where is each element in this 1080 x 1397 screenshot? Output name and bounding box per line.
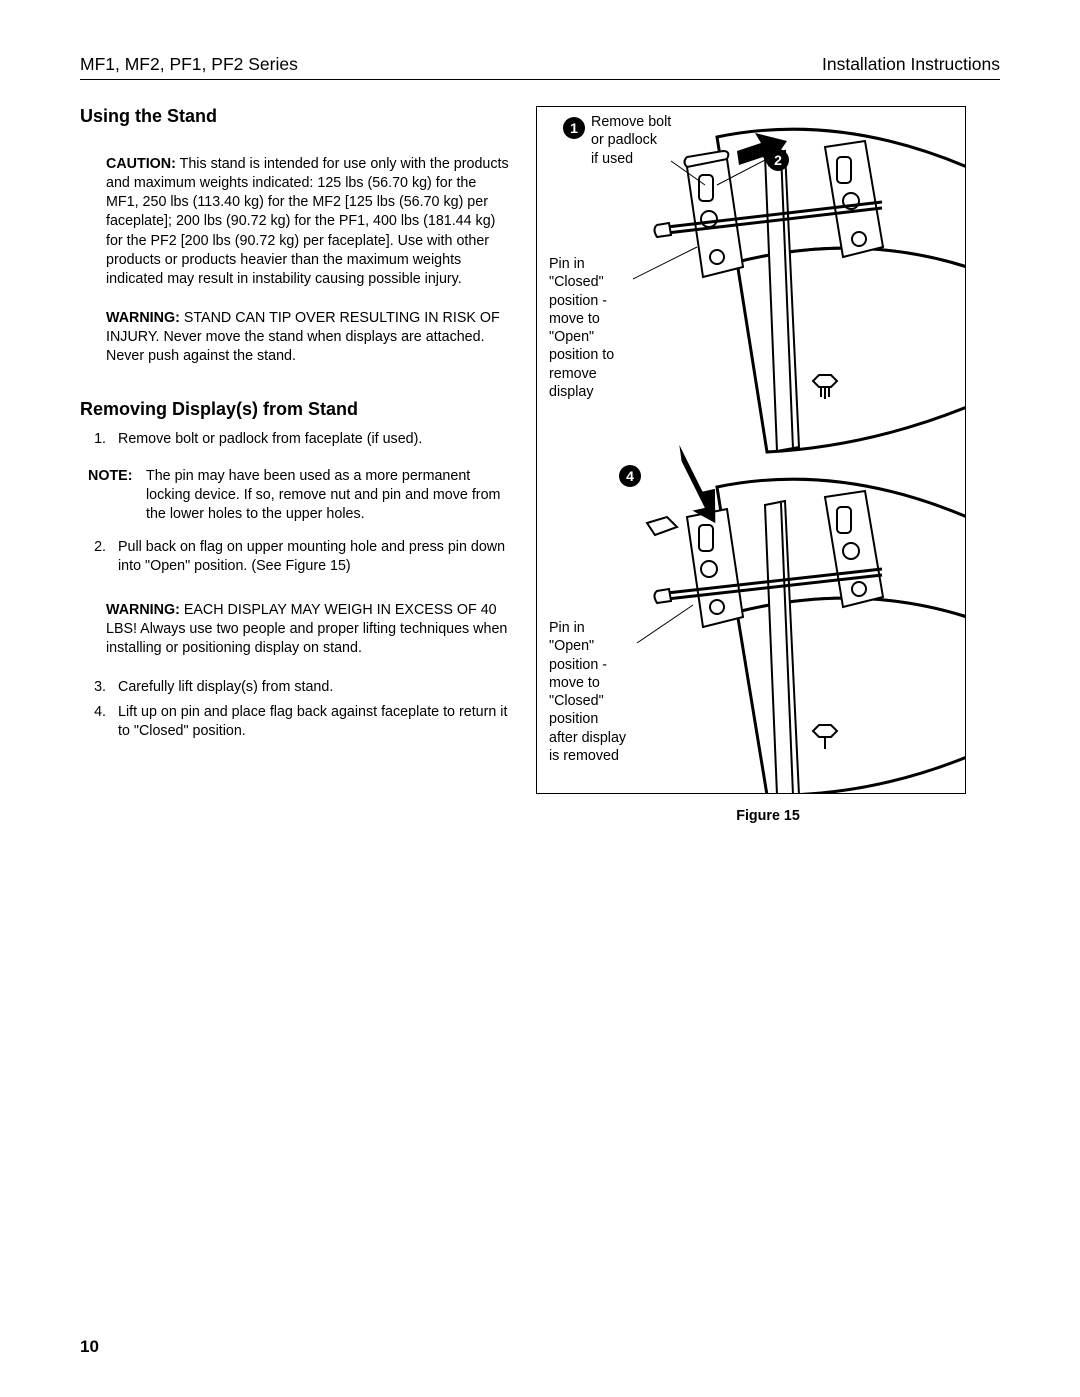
caution-block: CAUTION: This stand is intended for use … xyxy=(80,155,512,289)
page-header: MF1, MF2, PF1, PF2 Series Installation I… xyxy=(80,54,1000,75)
label-pin-closed: Pin in "Closed" position - move to "Open… xyxy=(549,255,614,401)
header-right: Installation Instructions xyxy=(822,54,1000,75)
warning-block-1: WARNING: STAND CAN TIP OVER RESULTING IN… xyxy=(80,309,512,366)
caution-lead: CAUTION: xyxy=(106,156,176,172)
step-2: 2.Pull back on flag on upper mounting ho… xyxy=(80,538,512,576)
page-number: 10 xyxy=(80,1337,99,1357)
step-3-text: Carefully lift display(s) from stand. xyxy=(118,678,333,697)
warning-lead-2: WARNING: xyxy=(106,602,180,618)
warning-lead-1: WARNING: xyxy=(106,310,180,326)
note-body: The pin may have been used as a more per… xyxy=(140,467,512,524)
figure-caption: Figure 15 xyxy=(536,808,1000,824)
step-2-text: Pull back on flag on upper mounting hole… xyxy=(118,538,512,576)
label-remove-bolt: Remove bolt or padlock if used xyxy=(591,113,671,168)
steps-list-3: 3.Carefully lift display(s) from stand. … xyxy=(80,678,512,741)
steps-list-2: 2.Pull back on flag on upper mounting ho… xyxy=(80,538,512,576)
header-left: MF1, MF2, PF1, PF2 Series xyxy=(80,54,298,75)
label-pin-open: Pin in "Open" position - move to "Closed… xyxy=(549,619,626,765)
step-4-text: Lift up on pin and place flag back again… xyxy=(118,703,512,741)
caution-body: This stand is intended for use only with… xyxy=(106,156,509,287)
callout-1: 1 xyxy=(563,117,585,139)
page: MF1, MF2, PF1, PF2 Series Installation I… xyxy=(0,0,1080,1397)
figure-15: 1 2 4 Remove bolt or padlock if used Pin… xyxy=(536,106,966,794)
step-1: 1.Remove bolt or padlock from faceplate … xyxy=(80,430,512,449)
steps-list-1: 1.Remove bolt or padlock from faceplate … xyxy=(80,430,512,449)
callout-2: 2 xyxy=(767,149,789,171)
header-rule xyxy=(80,79,1000,80)
callout-4: 4 xyxy=(619,465,641,487)
left-column: Using the Stand CAUTION: This stand is i… xyxy=(80,106,512,824)
note-lead: NOTE: xyxy=(88,467,140,524)
section-title-removing: Removing Display(s) from Stand xyxy=(80,399,512,420)
step-4: 4.Lift up on pin and place flag back aga… xyxy=(80,703,512,741)
step-3: 3.Carefully lift display(s) from stand. xyxy=(80,678,512,697)
warning-block-2: WARNING: EACH DISPLAY MAY WEIGH IN EXCES… xyxy=(80,601,512,658)
right-column: 1 2 4 Remove bolt or padlock if used Pin… xyxy=(536,106,1000,824)
note-row: NOTE: The pin may have been used as a mo… xyxy=(80,467,512,524)
content-columns: Using the Stand CAUTION: This stand is i… xyxy=(80,106,1000,824)
step-1-text: Remove bolt or padlock from faceplate (i… xyxy=(118,430,422,449)
section-title-using: Using the Stand xyxy=(80,106,512,127)
